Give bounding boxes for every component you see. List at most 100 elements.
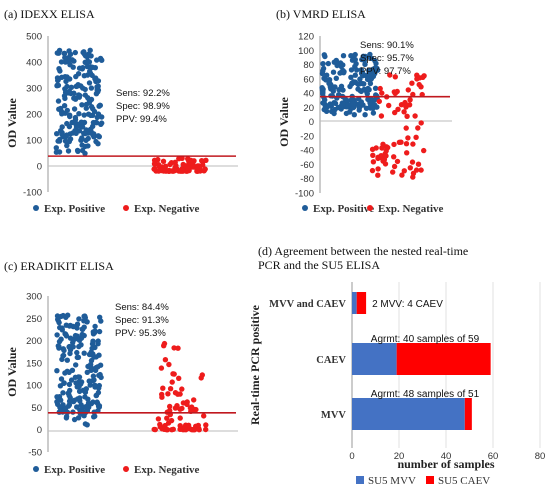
panel-c-ylabel: OD Value	[5, 346, 19, 396]
panel-a-positive-point	[58, 128, 64, 134]
panel-b-negative-point	[369, 146, 376, 152]
panel-c-title: (c) ERADIKIT ELISA	[4, 259, 114, 273]
panel-b-positive-point	[364, 87, 370, 93]
panel-a-positive-point	[92, 65, 99, 71]
panel-a-positive-point	[75, 148, 81, 154]
panel-a-positive-point	[79, 124, 86, 130]
panel-c-negative-point	[203, 426, 209, 433]
panel-c-positive-point	[75, 354, 82, 360]
panel-a-positive-point	[68, 84, 75, 91]
panel-a-positive-point	[53, 145, 59, 151]
panel-a-positive-point	[71, 95, 77, 101]
panel-b-y-tick-label: -80	[300, 174, 314, 185]
panel-a-positive-point	[55, 77, 61, 83]
panel-a-positive-point	[88, 126, 94, 132]
panel-b-negative-point	[404, 150, 410, 156]
panel-a-positive-point	[81, 73, 88, 79]
panel-c: (c) ERADIKIT ELISA OD Value 300 250 200 150…	[4, 259, 238, 476]
panel-b-negative-point	[399, 172, 405, 178]
panel-b-positive-point	[330, 69, 337, 75]
panel-a-y-ticks: 500 400 300 200 100 0 -100	[23, 32, 42, 199]
panel-c-y-tick-label: 100	[26, 381, 42, 392]
panel-b-positive-point	[364, 76, 371, 83]
panel-b-negative-point	[403, 104, 409, 110]
panel-b-negative-point	[407, 165, 413, 171]
panel-c-negative-point	[168, 417, 175, 424]
panel-a-positive-point	[79, 142, 85, 148]
panel-c-positive-point	[64, 357, 71, 363]
panel-c-negative-point	[160, 385, 166, 391]
panel-c-positive-point	[83, 404, 89, 410]
panel-c-positive-point	[79, 331, 85, 338]
panel-a-positive-point	[97, 102, 103, 109]
panel-b-positive-point	[370, 110, 377, 116]
panel-c-negative-point	[152, 426, 158, 433]
panel-c-positive-point	[58, 336, 64, 342]
panel-a-positive-point	[85, 111, 92, 117]
panel-a-positive-point	[86, 80, 93, 86]
panel-b-negative-point	[369, 167, 376, 174]
panel-b-y-tick-label: 0	[309, 117, 314, 128]
panel-d-x-tick-label: 40	[441, 451, 452, 462]
panel-c-positive-point	[74, 349, 80, 356]
panel-d-bar-su5-mvv	[352, 398, 465, 430]
panel-c-negative-point	[170, 426, 176, 432]
panel-c-positive-point	[54, 394, 60, 400]
panel-c-positive-point	[82, 394, 88, 400]
panel-b-positive-point	[327, 101, 333, 107]
panel-a-positive-point	[94, 84, 100, 90]
panel-b-positive-point	[362, 112, 368, 118]
panel-a-y-tick-label: 400	[26, 58, 42, 69]
panel-b-positive-point	[358, 100, 364, 107]
panel-b-y-tick-label: 20	[303, 103, 314, 114]
panel-b-negative-point	[383, 153, 389, 159]
panel-b-negative-point	[418, 167, 424, 173]
panel-a-positive-point	[87, 47, 93, 53]
panel-d-bar-label: 2 MVV: 4 CAEV	[372, 299, 443, 310]
panel-d-bar-su5-mvv	[352, 343, 397, 375]
panel-b-negative-point	[412, 113, 418, 119]
panel-b-negative-point	[379, 145, 385, 151]
panel-c-y-tick-label: 150	[26, 358, 42, 369]
panel-d-x-tick-label: 80	[535, 451, 546, 462]
panel-a-y-tick-label: 0	[37, 162, 42, 173]
panel-b-positive-point	[363, 105, 370, 112]
panel-c-positive-point	[77, 398, 83, 404]
panel-b-positive-point	[360, 81, 367, 87]
panel-b-positive-point	[372, 85, 379, 92]
panel-b-positive-point	[320, 100, 326, 106]
panel-c-y-tick-label: 300	[26, 292, 42, 303]
panel-b-y-tick-label: 40	[303, 89, 314, 100]
panel-a-positive-point	[64, 83, 70, 90]
panel-d-legend: SU5 MVV SU5 CAEV	[356, 475, 490, 487]
panel-c-positive-point	[81, 318, 87, 324]
panel-a-positive-point	[99, 114, 105, 120]
panel-b-negative-point	[379, 90, 385, 96]
panel-a-positive-point	[77, 92, 83, 99]
panel-c-positive-point	[60, 352, 67, 359]
panel-c-positive-point	[92, 328, 98, 334]
panel-a-positive-point	[56, 149, 63, 155]
panel-c-positive-point	[76, 343, 82, 350]
panel-c-negative-point	[179, 386, 185, 392]
panel-a-positive-point	[54, 82, 61, 88]
panel-a-negative-point	[201, 168, 207, 174]
panel-a-positive-point	[59, 111, 65, 117]
panel-b-negative-point	[392, 74, 398, 80]
panel-b-positive-point	[338, 63, 344, 70]
panel-a-negative-point	[180, 161, 186, 168]
panel-a-negative-point	[172, 159, 178, 165]
panel-a-negative-point	[160, 158, 167, 164]
panel-c-negative-point	[172, 405, 179, 411]
panel-a-positive-point	[64, 74, 70, 80]
panel-a-positive-point	[83, 137, 89, 144]
panel-a-positive-point	[78, 119, 85, 125]
panel-a-negative-point	[179, 155, 185, 161]
panel-c-positive-point	[81, 313, 87, 319]
panel-b-positive-point	[350, 101, 356, 107]
panel-b-negative-point	[370, 152, 376, 158]
panel-c-positive-point	[72, 374, 79, 380]
panel-b-positive-point	[352, 56, 358, 63]
panel-c-positive-point	[79, 326, 86, 332]
panel-c-negative-point	[177, 426, 183, 432]
